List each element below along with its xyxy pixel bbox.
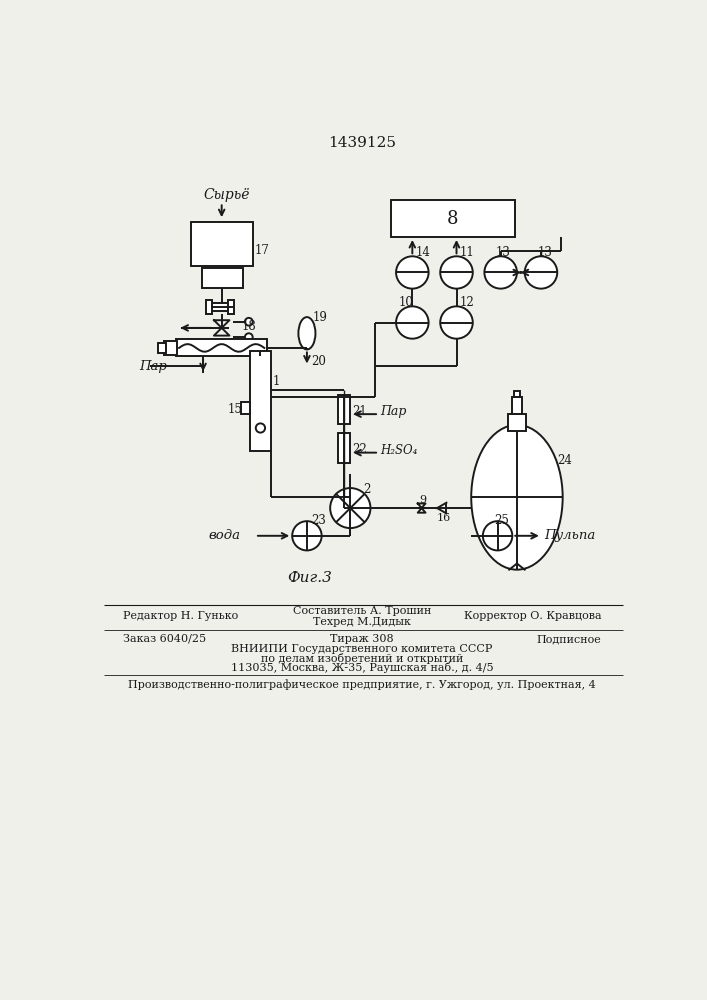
Circle shape	[440, 256, 473, 289]
Bar	[338, 433, 351, 463]
Text: Фиг.3: Фиг.3	[287, 571, 332, 585]
Circle shape	[396, 306, 428, 339]
Circle shape	[292, 521, 322, 550]
Text: H₂SO₄: H₂SO₄	[380, 444, 418, 457]
Text: Техред М.Дидык: Техред М.Дидык	[313, 617, 411, 627]
Text: Подписное: Подписное	[537, 634, 602, 644]
Text: 17: 17	[255, 244, 269, 257]
Text: Редактор Н. Гунько: Редактор Н. Гунько	[123, 611, 238, 621]
Ellipse shape	[472, 425, 563, 570]
Text: 8: 8	[447, 210, 458, 228]
Text: 25: 25	[493, 514, 508, 527]
Text: 13: 13	[538, 246, 553, 259]
Text: Составитель А. Трошин: Составитель А. Трошин	[293, 606, 431, 616]
Text: Пульпа: Пульпа	[544, 529, 595, 542]
Text: вода: вода	[209, 529, 240, 542]
Bar	[508, 414, 526, 431]
Text: Тираж 308: Тираж 308	[330, 634, 394, 644]
Text: 21: 21	[352, 405, 367, 418]
Bar	[228, 300, 234, 314]
Text: 15: 15	[228, 403, 243, 416]
Text: 12: 12	[460, 296, 474, 309]
Text: 23: 23	[311, 514, 326, 527]
Text: 1439125: 1439125	[328, 136, 396, 150]
Bar	[241, 402, 250, 414]
Bar	[514, 391, 520, 397]
Text: 22: 22	[352, 443, 367, 456]
Text: Корректор О. Кравцова: Корректор О. Кравцова	[464, 611, 602, 621]
Text: 16: 16	[437, 513, 451, 523]
Bar	[250, 351, 271, 451]
Text: ВНИИПИ Государственного комитета СССР: ВНИИПИ Государственного комитета СССР	[231, 644, 493, 654]
Text: 18: 18	[242, 320, 257, 333]
Text: 14: 14	[416, 246, 431, 259]
Ellipse shape	[298, 317, 315, 349]
Text: 20: 20	[311, 355, 326, 368]
Bar	[211, 303, 233, 311]
Text: 1: 1	[273, 375, 280, 388]
Bar	[202, 268, 243, 288]
Text: 24: 24	[557, 454, 572, 467]
Bar	[512, 397, 522, 414]
Circle shape	[483, 521, 513, 550]
Text: Пар: Пар	[139, 360, 167, 373]
Text: 13: 13	[496, 246, 511, 259]
Bar	[176, 339, 267, 356]
Bar	[391, 200, 515, 237]
Circle shape	[330, 488, 370, 528]
Text: 9: 9	[419, 495, 426, 505]
Text: Производственно-полиграфическое предприятие, г. Ужгород, ул. Проектная, 4: Производственно-полиграфическое предприя…	[128, 679, 596, 690]
Circle shape	[256, 423, 265, 433]
Text: Заказ 6040/25: Заказ 6040/25	[123, 634, 206, 644]
Text: по делам изобретений и открытий: по делам изобретений и открытий	[261, 653, 463, 664]
Text: 19: 19	[313, 311, 328, 324]
Bar	[164, 341, 177, 355]
Text: Сырьё: Сырьё	[203, 188, 250, 202]
Bar	[158, 343, 166, 353]
Text: 11: 11	[460, 246, 474, 259]
Bar	[206, 300, 212, 314]
Circle shape	[396, 256, 428, 289]
Circle shape	[484, 256, 517, 289]
Text: Пар: Пар	[380, 405, 407, 418]
Text: 10: 10	[398, 296, 414, 309]
Text: 113035, Москва, Ж-35, Раушская наб., д. 4/5: 113035, Москва, Ж-35, Раушская наб., д. …	[230, 662, 493, 673]
Bar	[191, 222, 252, 266]
Bar	[338, 395, 351, 424]
Text: 2: 2	[363, 483, 371, 496]
Circle shape	[245, 318, 252, 326]
Circle shape	[245, 333, 252, 341]
Circle shape	[440, 306, 473, 339]
Circle shape	[525, 256, 557, 289]
